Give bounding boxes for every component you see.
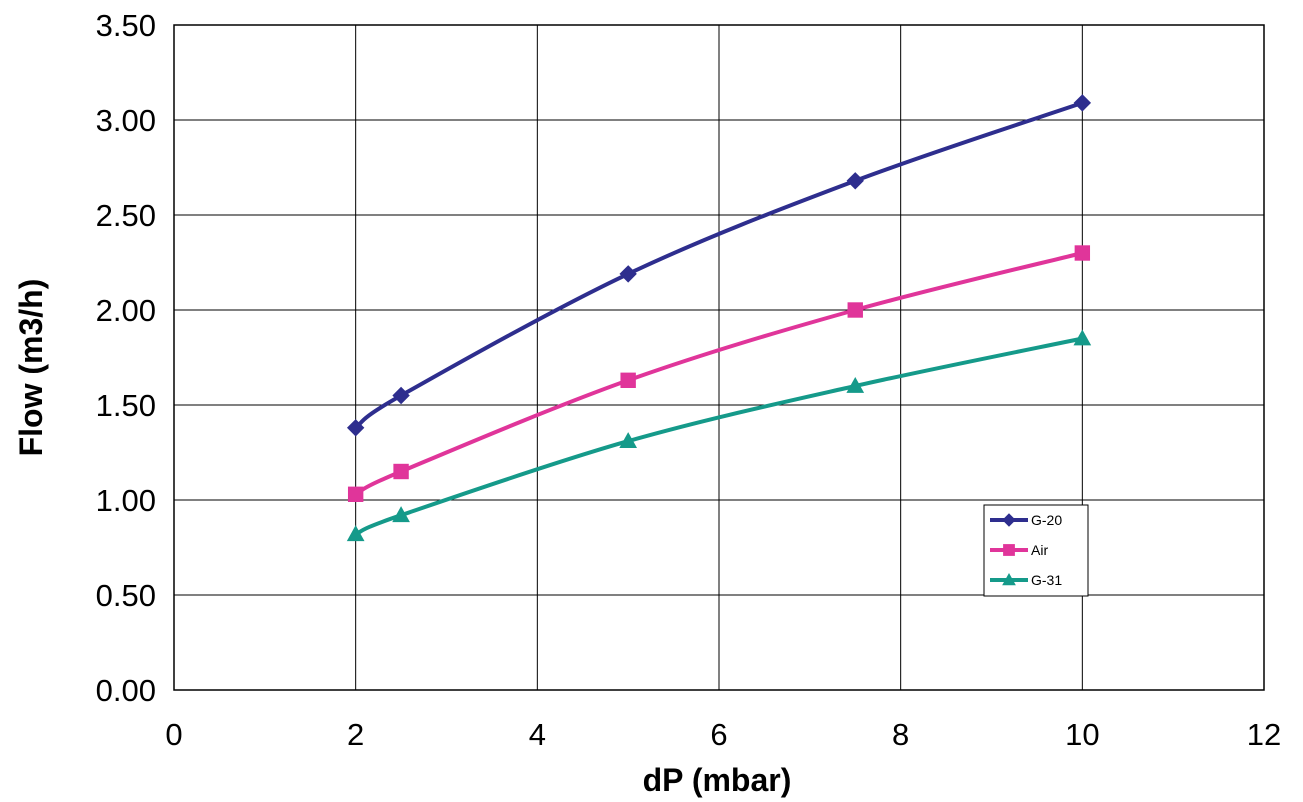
x-axis-tick-labels: 0 2 4 6 8 10 12 (165, 717, 1281, 752)
data-point (846, 172, 864, 190)
y-tick-label: 2.00 (96, 293, 156, 328)
legend-marker (1002, 572, 1016, 586)
y-tick-label: 1.00 (96, 483, 156, 518)
data-point (847, 302, 863, 318)
data-point (846, 376, 865, 393)
x-tick-label: 0 (165, 717, 182, 752)
legend-item: G-31 (990, 572, 1062, 588)
legend-label: G-20 (1031, 512, 1062, 528)
gridlines (173, 24, 1265, 691)
data-point (1073, 94, 1092, 112)
y-tick-label: 2.50 (96, 198, 156, 233)
x-tick-label: 2 (347, 717, 364, 752)
data-point (393, 463, 409, 480)
legend-marker (1003, 544, 1015, 556)
legend-item: Air (990, 542, 1048, 558)
y-tick-label: 3.50 (96, 8, 156, 43)
series-g-31 (346, 329, 1092, 542)
legend: G-20 Air G-31 (983, 504, 1089, 597)
y-axis-title: Flow (m3/h) (13, 279, 49, 457)
data-point (1073, 329, 1092, 346)
legend-marker (1002, 513, 1016, 527)
data-point (347, 486, 364, 503)
series-air (347, 245, 1091, 503)
x-tick-label: 4 (529, 717, 546, 752)
series-layer (346, 94, 1092, 542)
legend-item: G-20 (990, 512, 1062, 528)
data-point (392, 506, 410, 523)
x-tick-label: 8 (892, 717, 909, 752)
y-tick-label: 0.50 (96, 578, 156, 613)
data-point (619, 432, 638, 448)
plot-area (173, 24, 1265, 691)
x-tick-label: 12 (1247, 717, 1281, 752)
data-point (346, 419, 365, 437)
legend-label: Air (1031, 542, 1048, 558)
y-axis-tick-labels: 0.00 0.50 1.00 1.50 2.00 2.50 3.00 3.50 (96, 8, 156, 708)
series-g-20 (346, 94, 1092, 437)
data-point (1074, 245, 1091, 261)
legend-label: G-31 (1031, 572, 1062, 588)
y-tick-label: 0.00 (96, 673, 156, 708)
y-tick-label: 3.00 (96, 103, 156, 138)
data-point (392, 386, 410, 405)
y-tick-label: 1.50 (96, 388, 156, 423)
data-point (346, 525, 365, 542)
data-point (620, 372, 636, 389)
x-axis-title: dP (mbar) (643, 762, 792, 798)
x-tick-label: 6 (710, 717, 727, 752)
data-point (619, 265, 637, 283)
x-tick-label: 10 (1065, 717, 1099, 752)
